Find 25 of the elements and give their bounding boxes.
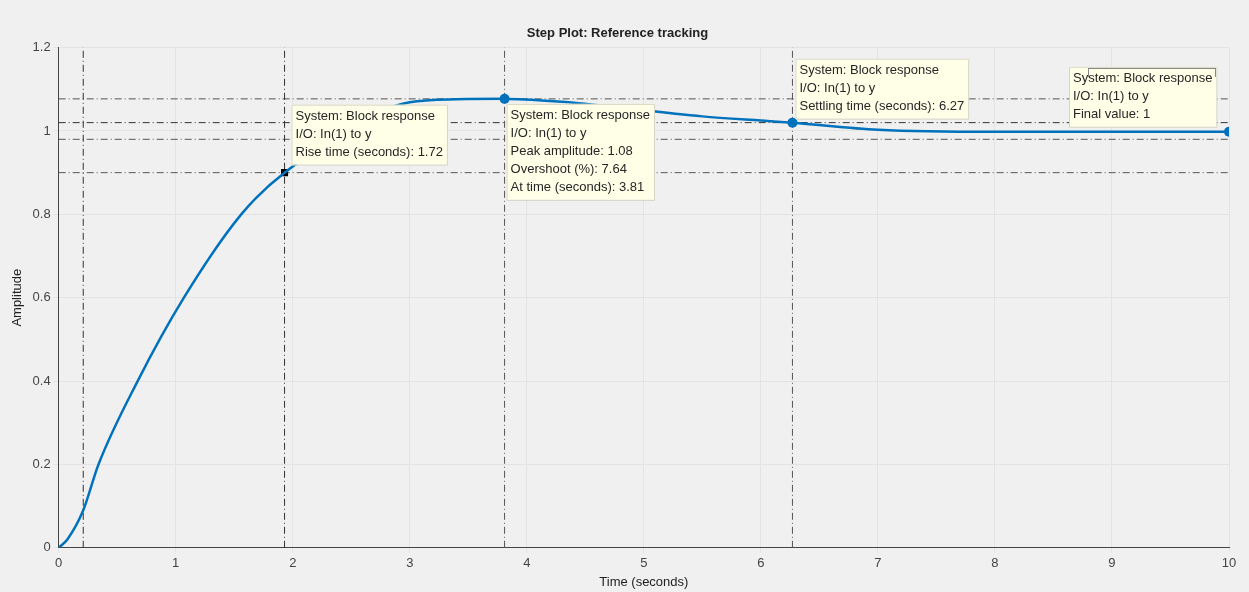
annotation: System: Block response I/O: In(1) to y Peak amplitude: 1.08 Overshoot (%): 7.64 At time (seconds): 3.81 [510, 106, 651, 194]
x-axis-title: Time (seconds) [599, 573, 689, 589]
chart-title: Step Plot: Reference tracking [526, 25, 709, 41]
x-tick-label: 3 [406, 555, 414, 571]
y-tick-label: 0.6 [32, 289, 51, 305]
y-axis-title: Amplitude [9, 268, 25, 327]
annotation: System: Block response I/O: In(1) to y Final value: 1 [1073, 69, 1213, 121]
x-tick-label: 7 [874, 555, 882, 571]
x-tick-label: 6 [757, 555, 765, 571]
x-tick-label: 10 [1221, 555, 1237, 571]
x-tick-label: 4 [523, 555, 531, 571]
x-tick-label: 9 [1108, 555, 1116, 571]
x-tick-label: 2 [289, 555, 297, 571]
x-tick-label: 8 [991, 555, 999, 571]
y-tick-label: 1 [43, 122, 51, 138]
x-tick-label: 1 [172, 555, 180, 571]
y-tick-label: 0.4 [32, 372, 51, 388]
y-tick-label: 0.8 [32, 205, 51, 221]
annotation: System: Block response I/O: In(1) to y Rise time (seconds): 1.72 [295, 107, 443, 159]
annotation: System: Block response I/O: In(1) to y Settling time (seconds): 6.27 [799, 61, 965, 113]
x-tick-label: 0 [55, 555, 63, 571]
y-tick-label: 1.2 [32, 39, 51, 55]
x-tick-label: 5 [640, 555, 648, 571]
y-tick-label: 0 [43, 539, 51, 555]
y-tick-label: 0.2 [32, 456, 51, 472]
